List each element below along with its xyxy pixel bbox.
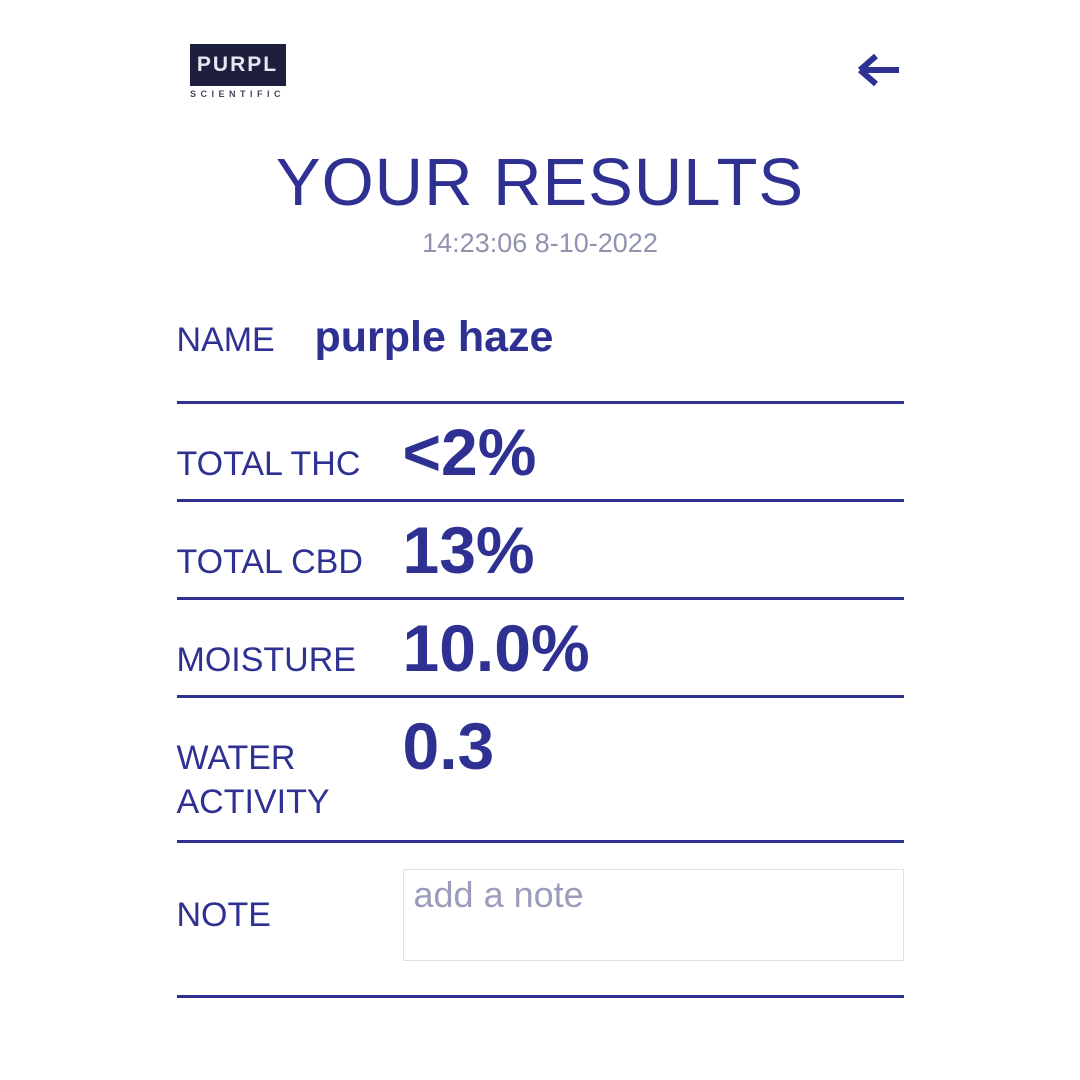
moisture-label: MOISTURE bbox=[176, 641, 356, 680]
top-bar: PURPL SCIENTIFIC bbox=[177, 0, 904, 99]
total-cbd-row: TOTAL CBD 13% bbox=[176, 502, 904, 601]
logo-subtext: SCIENTIFIC bbox=[189, 89, 285, 99]
back-button[interactable] bbox=[852, 52, 904, 88]
note-label: NOTE bbox=[176, 895, 271, 934]
name-label: NAME bbox=[176, 321, 275, 359]
page-title: YOUR RESULTS bbox=[275, 145, 805, 220]
name-row: NAME purple haze bbox=[176, 261, 904, 404]
total-cbd-value: 13% bbox=[402, 512, 535, 587]
total-thc-value: <2% bbox=[402, 414, 537, 489]
note-row: NOTE bbox=[176, 843, 904, 999]
total-thc-label: TOTAL THC bbox=[176, 444, 361, 483]
water-activity-value: 0.3 bbox=[402, 709, 495, 784]
water-activity-row: WATER ACTIVITY 0.3 bbox=[176, 698, 904, 844]
logo-box: PURPL bbox=[189, 44, 286, 86]
moisture-row: MOISTURE 10.0% bbox=[176, 600, 904, 699]
moisture-value: 10.0% bbox=[402, 611, 590, 686]
back-arrow-icon bbox=[852, 53, 904, 91]
total-thc-row: TOTAL THC <2% bbox=[176, 404, 904, 502]
note-input[interactable] bbox=[402, 869, 904, 962]
water-activity-label: WATER ACTIVITY bbox=[176, 739, 330, 821]
results-screen: PURPL SCIENTIFIC YOUR RESULTS 14:23:06 8… bbox=[176, 0, 904, 999]
results-list: NAME purple haze TOTAL THC <2% TOTAL CBD… bbox=[176, 261, 904, 999]
logo-wordmark: PURPL bbox=[196, 53, 279, 76]
sample-name-value: purple haze bbox=[314, 313, 554, 361]
result-timestamp: 14:23:06 8-10-2022 bbox=[422, 228, 658, 258]
brand-logo: PURPL SCIENTIFIC bbox=[189, 44, 286, 99]
total-cbd-label: TOTAL CBD bbox=[176, 542, 363, 581]
title-block: YOUR RESULTS 14:23:06 8-10-2022 bbox=[177, 149, 904, 259]
